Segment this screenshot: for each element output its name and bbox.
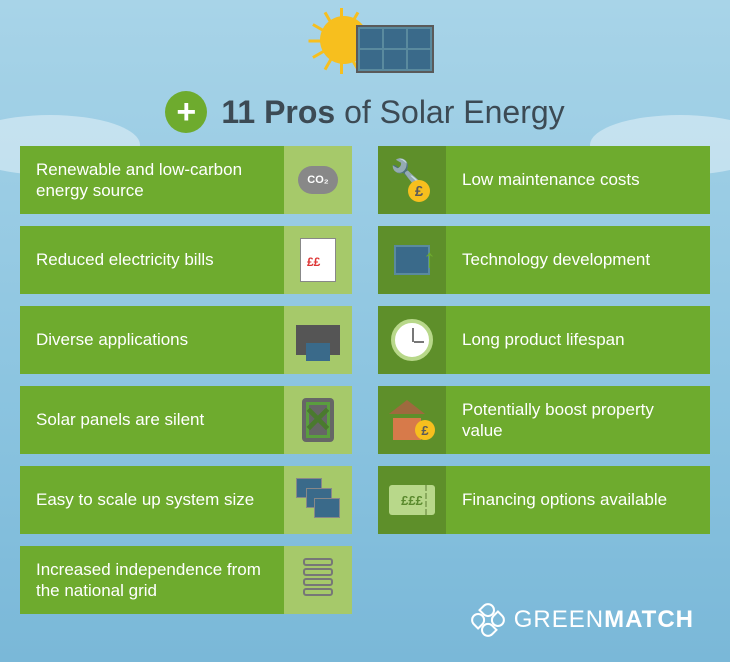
logo-bold: MATCH [604, 606, 694, 633]
tools-icon [390, 158, 434, 202]
tech-icon [394, 245, 430, 275]
pro-item: Technology development [378, 226, 710, 294]
pros-grid: Renewable and low-carbon energy source CO… [20, 146, 710, 614]
pro-item: Reduced electricity bills [20, 226, 352, 294]
page-title: 11 Pros of Solar Energy [221, 94, 564, 131]
title-prefix: 11 Pros [221, 94, 335, 130]
pro-icon-box [284, 466, 352, 534]
speaker-muted-icon [302, 398, 334, 442]
pro-icon-box [378, 306, 446, 374]
pro-item: Renewable and low-carbon energy source CO… [20, 146, 352, 214]
pro-icon-box [378, 226, 446, 294]
pro-icon-box: £££ [378, 466, 446, 534]
pro-item: Low maintenance costs [378, 146, 710, 214]
title-suffix: of Solar Energy [335, 94, 564, 130]
pro-item: Diverse applications [20, 306, 352, 374]
title-row: + 11 Pros of Solar Energy [165, 91, 564, 133]
pro-item: Potentially boost property value [378, 386, 710, 454]
pro-icon-box [284, 386, 352, 454]
pro-icon-box: CO₂ [284, 146, 352, 214]
right-column: Low maintenance costs Technology developm… [378, 146, 710, 614]
pro-item: £££ Financing options available [378, 466, 710, 534]
pro-icon-box [378, 146, 446, 214]
logo-light: GREEN [514, 606, 604, 633]
left-column: Renewable and low-carbon energy source CO… [20, 146, 352, 614]
pro-label: Renewable and low-carbon energy source [20, 146, 284, 214]
pro-item: Easy to scale up system size [20, 466, 352, 534]
pro-item: Long product lifespan [378, 306, 710, 374]
pro-label: Long product lifespan [446, 306, 710, 374]
pro-label: Increased independence from the national… [20, 546, 284, 614]
house-icon [389, 400, 435, 440]
solar-panel-icon [356, 25, 434, 73]
pro-item: Solar panels are silent [20, 386, 352, 454]
pro-label: Reduced electricity bills [20, 226, 284, 294]
pro-label: Financing options available [446, 466, 710, 534]
pro-icon-box [284, 546, 352, 614]
printer-icon [296, 325, 340, 355]
pro-icon-box [378, 386, 446, 454]
brand-logo: GREENMATCH [472, 604, 694, 636]
pro-item: Increased independence from the national… [20, 546, 352, 614]
fan-icon [472, 604, 504, 636]
grid-icon [303, 558, 333, 602]
logo-text: GREENMATCH [514, 606, 694, 634]
pro-label: Solar panels are silent [20, 386, 284, 454]
co2-icon: CO₂ [298, 166, 338, 194]
pro-icon-box [284, 306, 352, 374]
bill-icon [300, 238, 336, 282]
plus-badge-icon: + [165, 91, 207, 133]
header: + 11 Pros of Solar Energy [0, 18, 730, 133]
panels-icon [296, 478, 340, 522]
sun-panel-graphic [290, 21, 440, 81]
pro-icon-box [284, 226, 352, 294]
pro-label: Easy to scale up system size [20, 466, 284, 534]
pro-label: Potentially boost property value [446, 386, 710, 454]
pro-label: Low maintenance costs [446, 146, 710, 214]
pro-label: Technology development [446, 226, 710, 294]
ticket-icon: £££ [389, 485, 435, 515]
clock-icon [391, 319, 433, 361]
pro-label: Diverse applications [20, 306, 284, 374]
